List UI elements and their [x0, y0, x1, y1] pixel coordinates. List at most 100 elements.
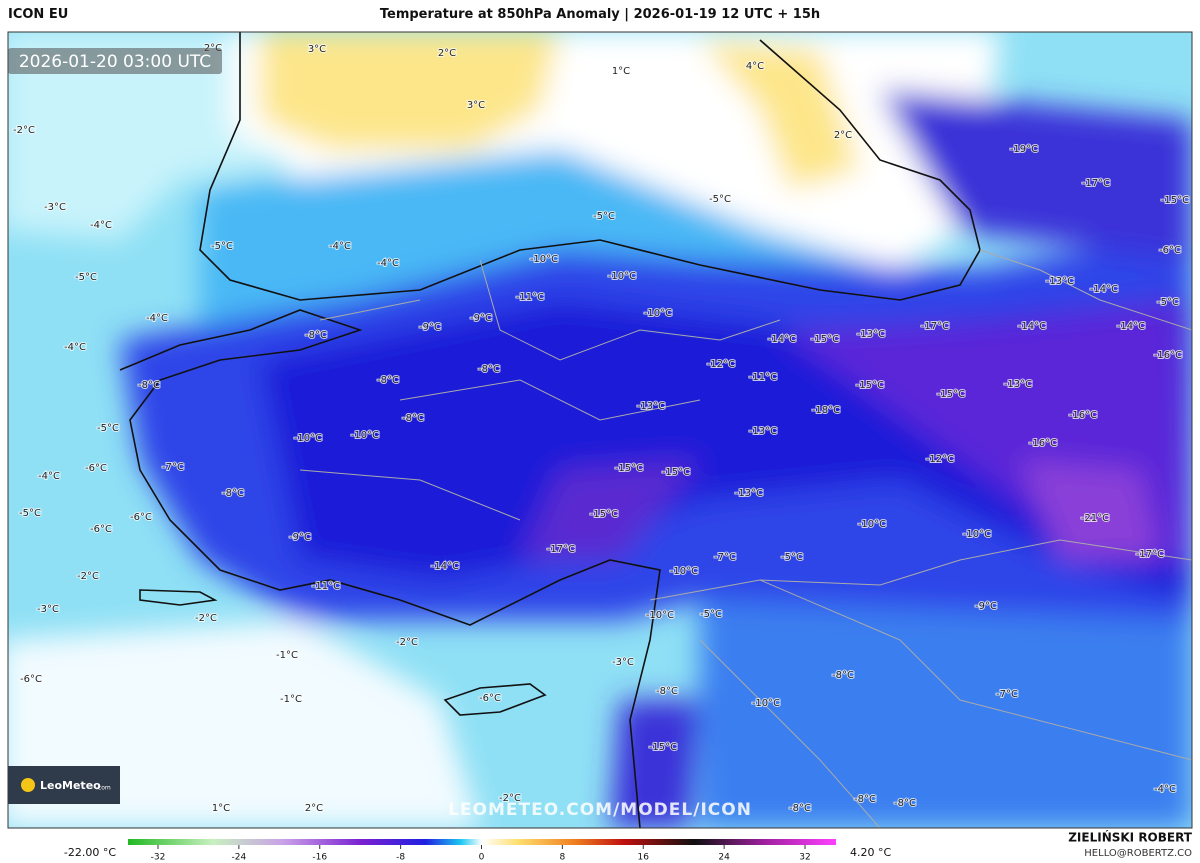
- temperature-label: -3°C: [612, 657, 634, 668]
- colorbar: [128, 839, 836, 845]
- temperature-label: -10°C: [294, 433, 322, 444]
- temperature-label: -2°C: [195, 613, 217, 624]
- temperature-label: -6°C: [1159, 245, 1181, 256]
- temperature-label: 3°C: [308, 44, 326, 55]
- borders: [299, 249, 1192, 828]
- temperature-label: -8°C: [402, 413, 424, 424]
- colorbar-tick-label: -8: [396, 853, 405, 863]
- colorbar-tick-label: -32: [151, 853, 166, 863]
- temperature-label: -19°C: [1010, 144, 1038, 155]
- temperature-label: 1°C: [612, 66, 630, 77]
- temperature-label: 2°C: [305, 803, 323, 814]
- temperature-label: 3°C: [467, 100, 485, 111]
- temperature-label: -8°C: [305, 330, 327, 341]
- colorbar-tick-label: 32: [799, 853, 810, 863]
- temperature-label: -14°C: [768, 334, 796, 345]
- temperature-label: -15°C: [662, 467, 690, 478]
- temperature-label: -14°C: [431, 561, 459, 572]
- temperature-label: -14°C: [1117, 321, 1145, 332]
- temperature-label: -18°C: [812, 405, 840, 416]
- temperature-label: -12°C: [926, 454, 954, 465]
- model-name: ICON EU: [8, 7, 69, 22]
- temperature-label: -10°C: [646, 610, 674, 621]
- temperature-label: -11°C: [516, 292, 544, 303]
- temperature-label: -10°C: [858, 519, 886, 530]
- temperature-label: -4°C: [90, 220, 112, 231]
- temperature-label: -4°C: [1154, 784, 1176, 795]
- temperature-label: -17°C: [1082, 178, 1110, 189]
- colorbar-tick-label: 24: [718, 853, 730, 863]
- author-email: HELLO@ROBERTZ.CO: [1084, 848, 1192, 859]
- temperature-label: -6°C: [479, 693, 501, 704]
- timestamp: 2026-01-20 03:00 UTC: [19, 52, 211, 72]
- temperature-label: -11°C: [312, 581, 340, 592]
- temperature-label: -9°C: [470, 313, 492, 324]
- temperature-label: -4°C: [64, 342, 86, 353]
- temperature-label: -13°C: [1046, 276, 1074, 287]
- temperature-label: -8°C: [854, 794, 876, 805]
- temperature-label: -5°C: [19, 508, 41, 519]
- temperature-label: -7°C: [162, 462, 184, 473]
- temperature-label: -15°C: [856, 380, 884, 391]
- coastlines: [119, 32, 981, 828]
- author-name: ZIELIŃSKI ROBERT: [1068, 830, 1193, 845]
- temperature-label: -5°C: [700, 609, 722, 620]
- temperature-label: -15°C: [590, 509, 618, 520]
- field: 3°C 2°C 1°C 4°C 3°C 2°C -2°C -19°C -17°C -15°C -3°…: [8, 32, 1192, 828]
- temperature-label: -4°C: [329, 241, 351, 252]
- temperature-label: -15°C: [649, 742, 677, 753]
- temperature-label: -4°C: [38, 471, 60, 482]
- temperature-label: -11°C: [749, 372, 777, 383]
- colorbar-tick-label: -24: [232, 853, 247, 863]
- temperature-label: -6°C: [20, 674, 42, 685]
- temperature-label: -17°C: [1136, 549, 1164, 560]
- temperature-label: -2°C: [396, 637, 418, 648]
- temperature-label: -5°C: [781, 552, 803, 563]
- temperature-label: -13°C: [749, 426, 777, 437]
- temperature-label: -5°C: [593, 211, 615, 222]
- temperature-label: -8°C: [894, 798, 916, 809]
- temperature-label: -8°C: [138, 380, 160, 391]
- colorbar-min: -22.00 °C: [64, 846, 116, 859]
- temperature-label: -16°C: [1069, 410, 1097, 421]
- colorbar-tick-label: 16: [638, 853, 650, 863]
- colorbar-tick-label: 0: [479, 853, 485, 863]
- temperature-label: -5°C: [211, 241, 233, 252]
- temperature-label: -13°C: [857, 329, 885, 340]
- temperature-label: -10°C: [644, 308, 672, 319]
- temperature-label: -9°C: [419, 322, 441, 333]
- temperature-label: -4°C: [146, 313, 168, 324]
- temperature-label: -2°C: [499, 793, 521, 804]
- temperature-label: -5°C: [97, 423, 119, 434]
- temperature-label: 1°C: [212, 803, 230, 814]
- temperature-label: -16°C: [1154, 350, 1182, 361]
- temperature-label: -15°C: [937, 389, 965, 400]
- temperature-label: -7°C: [714, 552, 736, 563]
- temperature-label: -1°C: [276, 650, 298, 661]
- temperature-label: -10°C: [608, 271, 636, 282]
- temperature-label: -5°C: [75, 272, 97, 283]
- temperature-label: 4°C: [746, 61, 764, 72]
- temperature-label: -5°C: [709, 194, 731, 205]
- temperature-label: -13°C: [735, 488, 763, 499]
- colorbar-tick-label: 8: [560, 853, 566, 863]
- temperature-label: -4°C: [377, 258, 399, 269]
- temperature-label: -13°C: [637, 401, 665, 412]
- temperature-label: -14°C: [1090, 284, 1118, 295]
- temperature-label: -10°C: [670, 566, 698, 577]
- temperature-label: -10°C: [752, 698, 780, 709]
- temperature-label: -10°C: [963, 529, 991, 540]
- temperature-label: -13°C: [1004, 379, 1032, 390]
- colorbar-tick-label: -16: [312, 853, 327, 863]
- temperature-label: 2°C: [438, 48, 456, 59]
- temperature-label: -5°C: [1157, 297, 1179, 308]
- temperature-label: -14°C: [1018, 321, 1046, 332]
- temperature-label: -1°C: [280, 694, 302, 705]
- temperature-label: -8°C: [832, 670, 854, 681]
- temperature-label: -6°C: [90, 524, 112, 535]
- temperature-label: -15°C: [615, 463, 643, 474]
- temperature-label: -8°C: [478, 364, 500, 375]
- colorbar-max: 4.20 °C: [850, 846, 891, 859]
